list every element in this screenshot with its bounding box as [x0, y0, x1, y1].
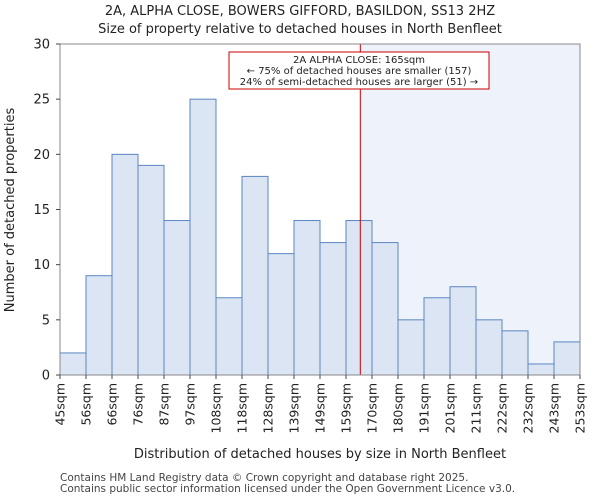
- bar-87sqm: [163, 220, 191, 376]
- bar-118sqm: [241, 175, 269, 376]
- x-tick-label: 232sqm: [521, 383, 536, 433]
- x-axis-label: Distribution of detached houses by size …: [134, 447, 506, 462]
- x-tick-label: 128sqm: [261, 383, 276, 433]
- y-axis: 0 5 10 15 20 25 30: [33, 38, 60, 384]
- x-tick-label: 149sqm: [313, 383, 328, 433]
- bar-128sqm: [267, 253, 295, 376]
- x-tick-label: 170sqm: [365, 383, 380, 433]
- bar-211sqm: [475, 319, 503, 376]
- bar-66sqm: [111, 153, 139, 376]
- x-tick-label: 191sqm: [417, 383, 432, 433]
- y-axis-label: Number of detached properties: [3, 108, 18, 313]
- annotation-line2: ← 75% of detached houses are smaller (15…: [247, 66, 472, 77]
- annotation-box: [228, 51, 490, 90]
- x-tick-label: 108sqm: [209, 383, 224, 433]
- bar-159sqm: [345, 220, 373, 376]
- x-tick-label: 118sqm: [235, 383, 250, 433]
- y-tick-label: 30: [33, 38, 50, 53]
- x-tick-label: 97sqm: [183, 383, 198, 426]
- footer-line1: Contains HM Land Registry data © Crown c…: [60, 472, 469, 484]
- bar-232sqm: [527, 363, 555, 376]
- bar-149sqm: [319, 242, 347, 376]
- bar-108sqm: [215, 297, 243, 376]
- y-tick-label: 0: [42, 369, 50, 384]
- annotation: 2A ALPHA CLOSE: 165sqm ← 75% of detached…: [228, 51, 490, 90]
- x-tick-label: 159sqm: [339, 383, 354, 433]
- x-tick-label: 87sqm: [157, 383, 172, 426]
- y-tick-label: 15: [33, 203, 50, 218]
- y-tick-label: 25: [33, 93, 50, 108]
- x-tick-label: 139sqm: [287, 383, 302, 433]
- chart-subtitle: Size of property relative to detached ho…: [98, 22, 502, 37]
- bar-139sqm: [293, 220, 321, 376]
- x-tick-label: 45sqm: [53, 383, 68, 426]
- y-tick-label: 10: [33, 258, 50, 273]
- annotation-line1: 2A ALPHA CLOSE: 165sqm: [293, 55, 425, 66]
- x-axis: 45sqm 56sqm 66sqm 76sqm 87sqm 97sqm 108sqm 118s…: [53, 375, 588, 433]
- plot-area: [59, 43, 581, 376]
- x-tick-label: 211sqm: [469, 383, 484, 433]
- x-tick-label: 76sqm: [131, 383, 146, 426]
- chart-title: 2A, ALPHA CLOSE, BOWERS GIFFORD, BASILDO…: [105, 4, 495, 19]
- annotation-line3: 24% of semi-detached houses are larger (…: [240, 77, 478, 88]
- bar-170sqm: [371, 242, 399, 376]
- x-tick-label: 180sqm: [391, 383, 406, 433]
- bar-243sqm: [553, 341, 581, 376]
- x-tick-label: 243sqm: [547, 383, 562, 433]
- bar-201sqm: [449, 286, 477, 376]
- y-tick-label: 20: [33, 148, 50, 163]
- bar-97sqm: [189, 98, 217, 376]
- bar-191sqm: [423, 297, 451, 376]
- bar-45sqm: [59, 352, 87, 376]
- bar-180sqm: [397, 319, 425, 376]
- x-tick-label: 201sqm: [443, 383, 458, 433]
- x-tick-label: 56sqm: [79, 383, 94, 426]
- bar-76sqm: [137, 164, 165, 376]
- x-tick-label: 222sqm: [495, 383, 510, 433]
- bar-56sqm: [85, 275, 113, 376]
- x-tick-label: 66sqm: [105, 383, 120, 426]
- bar-222sqm: [501, 330, 529, 376]
- y-tick-label: 5: [42, 313, 50, 328]
- footer-line2: Contains public sector information licen…: [60, 483, 516, 495]
- x-tick-label: 253sqm: [573, 383, 588, 433]
